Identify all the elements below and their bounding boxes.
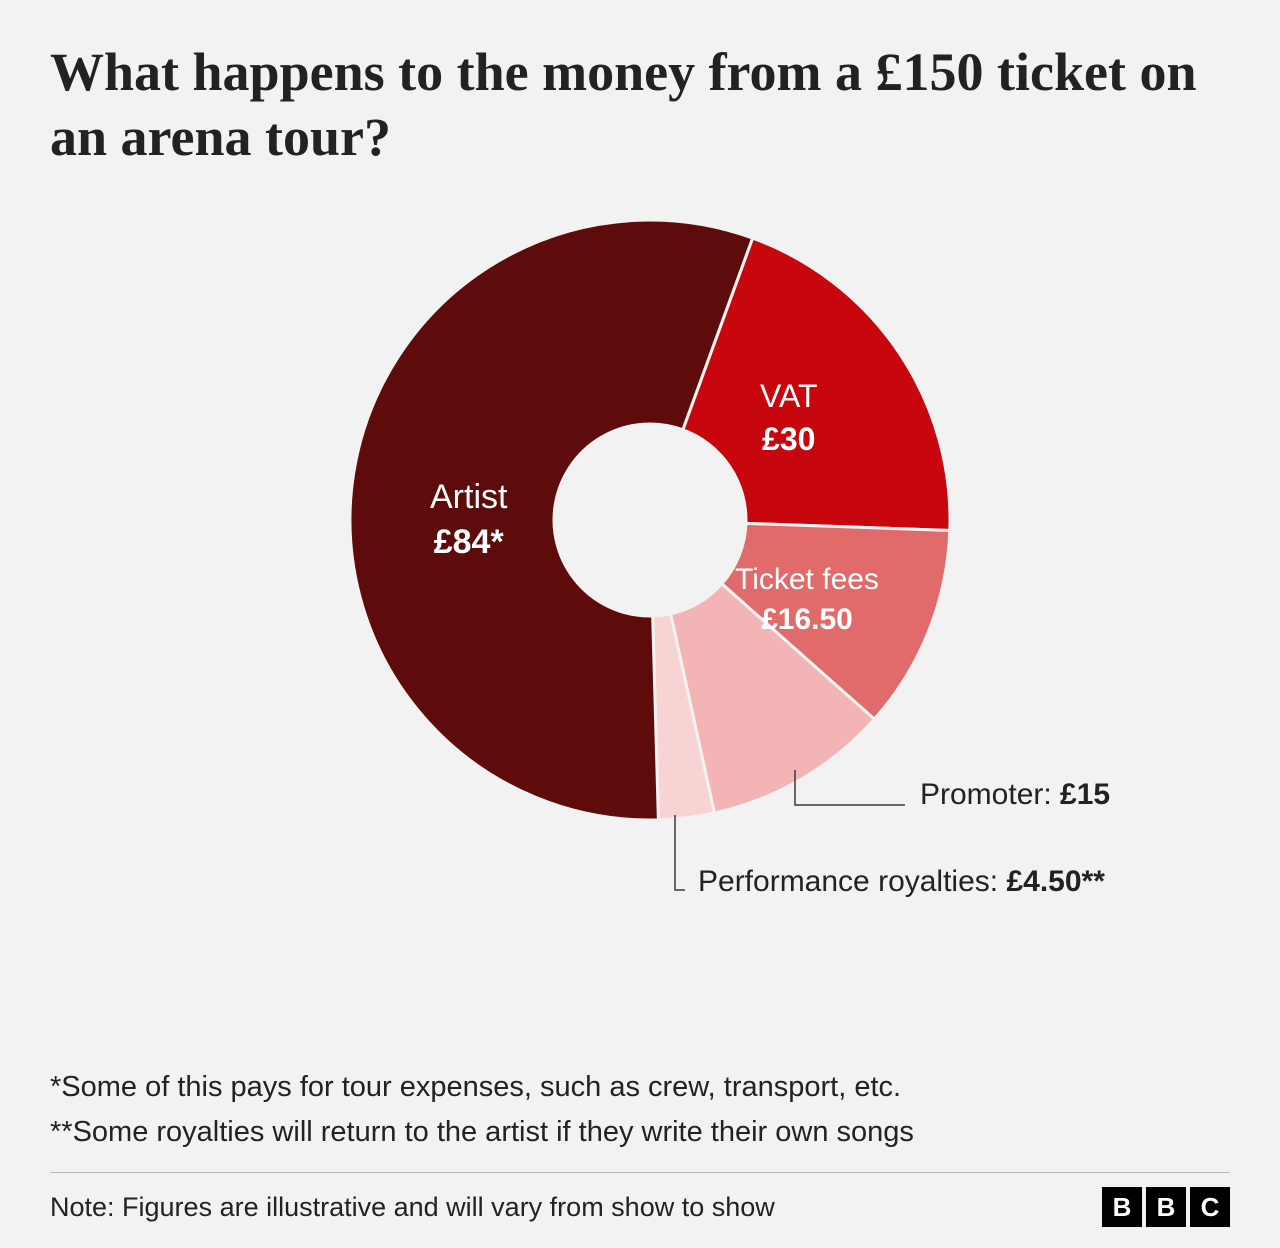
label-value: £30 — [760, 418, 817, 461]
label-name: Promoter: — [920, 778, 1060, 811]
bottom-row: Note: Figures are illustrative and will … — [50, 1173, 1230, 1227]
label-name: Artist — [430, 475, 507, 521]
label-name: Performance royalties: — [698, 865, 1006, 898]
label-value: £84* — [430, 520, 507, 566]
label-value: £4.50** — [1006, 865, 1104, 898]
logo-letter: B — [1102, 1187, 1142, 1227]
label-value: £16.50 — [735, 600, 879, 641]
label-name: VAT — [760, 375, 817, 418]
chart-title: What happens to the money from a £150 ti… — [50, 40, 1230, 170]
slice-label-fees: Ticket fees £16.50 — [735, 560, 879, 641]
leader-line — [795, 770, 905, 805]
footnote-a: *Some of this pays for tour expenses, su… — [50, 1065, 1230, 1110]
label-value: £15 — [1060, 778, 1110, 811]
leader-line — [675, 815, 685, 890]
chart-note: Note: Figures are illustrative and will … — [50, 1192, 775, 1223]
label-name: Ticket fees — [735, 560, 879, 601]
footnote-b: **Some royalties will return to the arti… — [50, 1110, 1230, 1155]
logo-letter: C — [1190, 1187, 1230, 1227]
ext-label-royalties: Performance royalties: £4.50** — [698, 865, 1105, 899]
footnotes: *Some of this pays for tour expenses, su… — [50, 1065, 1230, 1155]
bbc-logo: B B C — [1102, 1187, 1230, 1227]
logo-letter: B — [1146, 1187, 1186, 1227]
slice-label-artist: Artist £84* — [430, 475, 507, 567]
slice-label-vat: VAT £30 — [760, 375, 817, 461]
ext-label-promoter: Promoter: £15 — [920, 778, 1110, 812]
chart-area: Artist £84* VAT £30 Ticket fees £16.50 P… — [50, 200, 1230, 920]
